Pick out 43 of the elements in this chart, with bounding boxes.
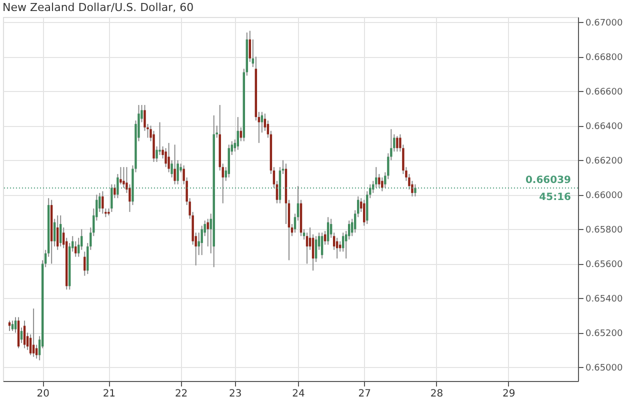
x-tick-label: 21 [102,388,116,400]
candlestick [338,240,342,252]
candlestick [102,190,104,214]
candlestick [23,320,26,349]
y-tick-label: 0.65000 [586,364,623,374]
candlestick [114,184,116,199]
x-tick-label: 20 [36,388,50,400]
y-tick-label: 0.66000 [586,191,623,202]
y-tick-label: 0.65800 [586,226,623,236]
annotation: 45:16 [539,192,572,203]
x-tick-label: 28 [430,388,444,400]
candlestick [53,218,56,247]
chart-title: New Zealand Dollar/U.S. Dollar, 60 [2,1,194,14]
candlestick [59,214,62,247]
ref-line-label: 0.66039 [525,174,572,186]
y-tick-label: 0.65400 [586,294,623,305]
y-tick-label: 0.66600 [586,88,623,98]
candlestick [56,214,59,250]
candlestick [414,184,416,197]
x-tick-label: 24 [292,388,305,400]
candlestick [381,176,384,192]
candlestick [236,116,240,150]
x-tick-label: 27 [358,388,371,400]
candlestick [320,232,324,260]
candlestick [120,166,122,185]
y-tick-label: 0.67000 [586,18,623,29]
candlestick [314,236,318,262]
candlestick [396,136,398,152]
candlestick [326,216,330,246]
candlestick [110,184,113,212]
y-tick-label: 0.65600 [586,260,623,270]
x-tick-label: 22 [174,388,188,400]
candlestick [174,144,176,185]
x-tick-label: 23 [229,388,242,400]
candlestick [240,126,242,142]
y-tick-label: 0.65200 [586,329,623,340]
y-tick-label: 0.66800 [586,53,623,64]
candlestick [158,122,161,156]
candlestick [378,173,380,188]
candlestick [8,320,11,332]
x-tick-label: 29 [502,388,516,400]
y-tick-label: 0.66200 [586,156,623,167]
y-tick-label: 0.66400 [586,122,623,132]
